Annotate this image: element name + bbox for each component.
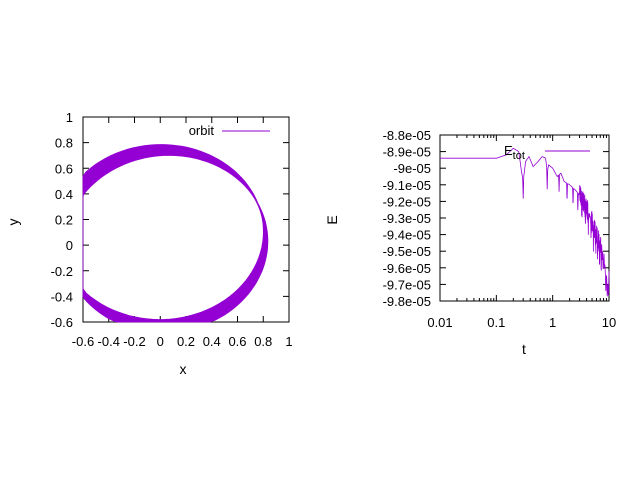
energy-legend: Etot [504, 143, 590, 162]
orbit-y-ticks: -0.6 -0.4 -0.2 0 0.2 0.4 0.6 0.8 1 [51, 110, 289, 330]
orbit-x-tick-label: 0 [157, 334, 164, 349]
energy-x-axis-label: t [522, 341, 526, 357]
orbit-y-axis-label: y [5, 219, 21, 226]
energy-y-tick-label: -8.9e-05 [383, 145, 431, 160]
energy-y-tick-label: -9.4e-05 [383, 228, 431, 243]
energy-legend-name: E [504, 143, 513, 158]
orbit-x-tick-label: 0.6 [228, 334, 246, 349]
orbit-x-axis-label: x [180, 361, 187, 377]
energy-x-tick-label: 0.01 [427, 315, 452, 330]
energy-series [440, 147, 610, 297]
orbit-x-tick-label: 0.4 [203, 334, 221, 349]
energy-y-axis-label: E [324, 215, 340, 224]
energy-y-tick-label: -9.3e-05 [383, 211, 431, 226]
energy-y-tick-label: -9.1e-05 [383, 178, 431, 193]
orbit-y-tick-label: 0.4 [55, 187, 73, 202]
orbit-y-tick-label: -0.4 [51, 289, 73, 304]
orbit-legend: orbit [189, 123, 270, 138]
orbit-y-tick-label: -0.6 [51, 315, 73, 330]
energy-x-tick-label: 1 [549, 315, 556, 330]
energy-y-ticks: -8.8e-05 -8.9e-05-9e-05 -9.1e-05-9.2e-05 -9… [383, 128, 609, 309]
orbit-line [82, 144, 269, 323]
energy-y-tick-label: -9.7e-05 [383, 277, 431, 292]
orbit-series [82, 144, 269, 323]
energy-y-tick-label: -9e-05 [393, 161, 431, 176]
orbit-x-tick-label: 1 [285, 334, 292, 349]
energy-y-tick-label: -9.5e-05 [383, 244, 431, 259]
orbit-y-tick-label: 0.2 [55, 213, 73, 228]
orbit-plot: -0.6 -0.4 -0.2 0 0.2 0.4 0.6 0.8 1 -0.6-0.4-0.20… [5, 110, 293, 377]
orbit-y-tick-label: 0.8 [55, 136, 73, 151]
energy-y-tick-label: -9.8e-05 [383, 294, 431, 309]
energy-line [440, 147, 610, 297]
orbit-y-tick-label: 1 [66, 110, 73, 125]
energy-legend-subscript: tot [513, 150, 525, 162]
orbit-y-tick-label: 0 [66, 238, 73, 253]
energy-legend-label: Etot [504, 143, 525, 162]
orbit-x-tick-label: -0.4 [98, 334, 120, 349]
orbit-y-tick-label: 0.6 [55, 161, 73, 176]
energy-x-tick-label: 0.1 [487, 315, 505, 330]
orbit-x-tick-label: -0.2 [123, 334, 145, 349]
orbit-y-tick-label: -0.2 [51, 264, 73, 279]
energy-x-tick-label: 10 [602, 315, 616, 330]
energy-y-tick-label: -9.6e-05 [383, 261, 431, 276]
orbit-x-tick-label: -0.6 [72, 334, 94, 349]
orbit-legend-label: orbit [189, 123, 215, 138]
energy-y-tick-label: -9.2e-05 [383, 194, 431, 209]
orbit-x-tick-label: 0.2 [177, 334, 195, 349]
energy-y-tick-label: -8.8e-05 [383, 128, 431, 143]
orbit-x-tick-label: 0.8 [254, 334, 272, 349]
energy-x-ticks: 0.01 0.1 1 10 [427, 135, 616, 330]
energy-plot: 0.01 0.1 1 10 -8.8e-05 -8.9e-05-9e-05 -9.1e-0… [324, 128, 616, 357]
